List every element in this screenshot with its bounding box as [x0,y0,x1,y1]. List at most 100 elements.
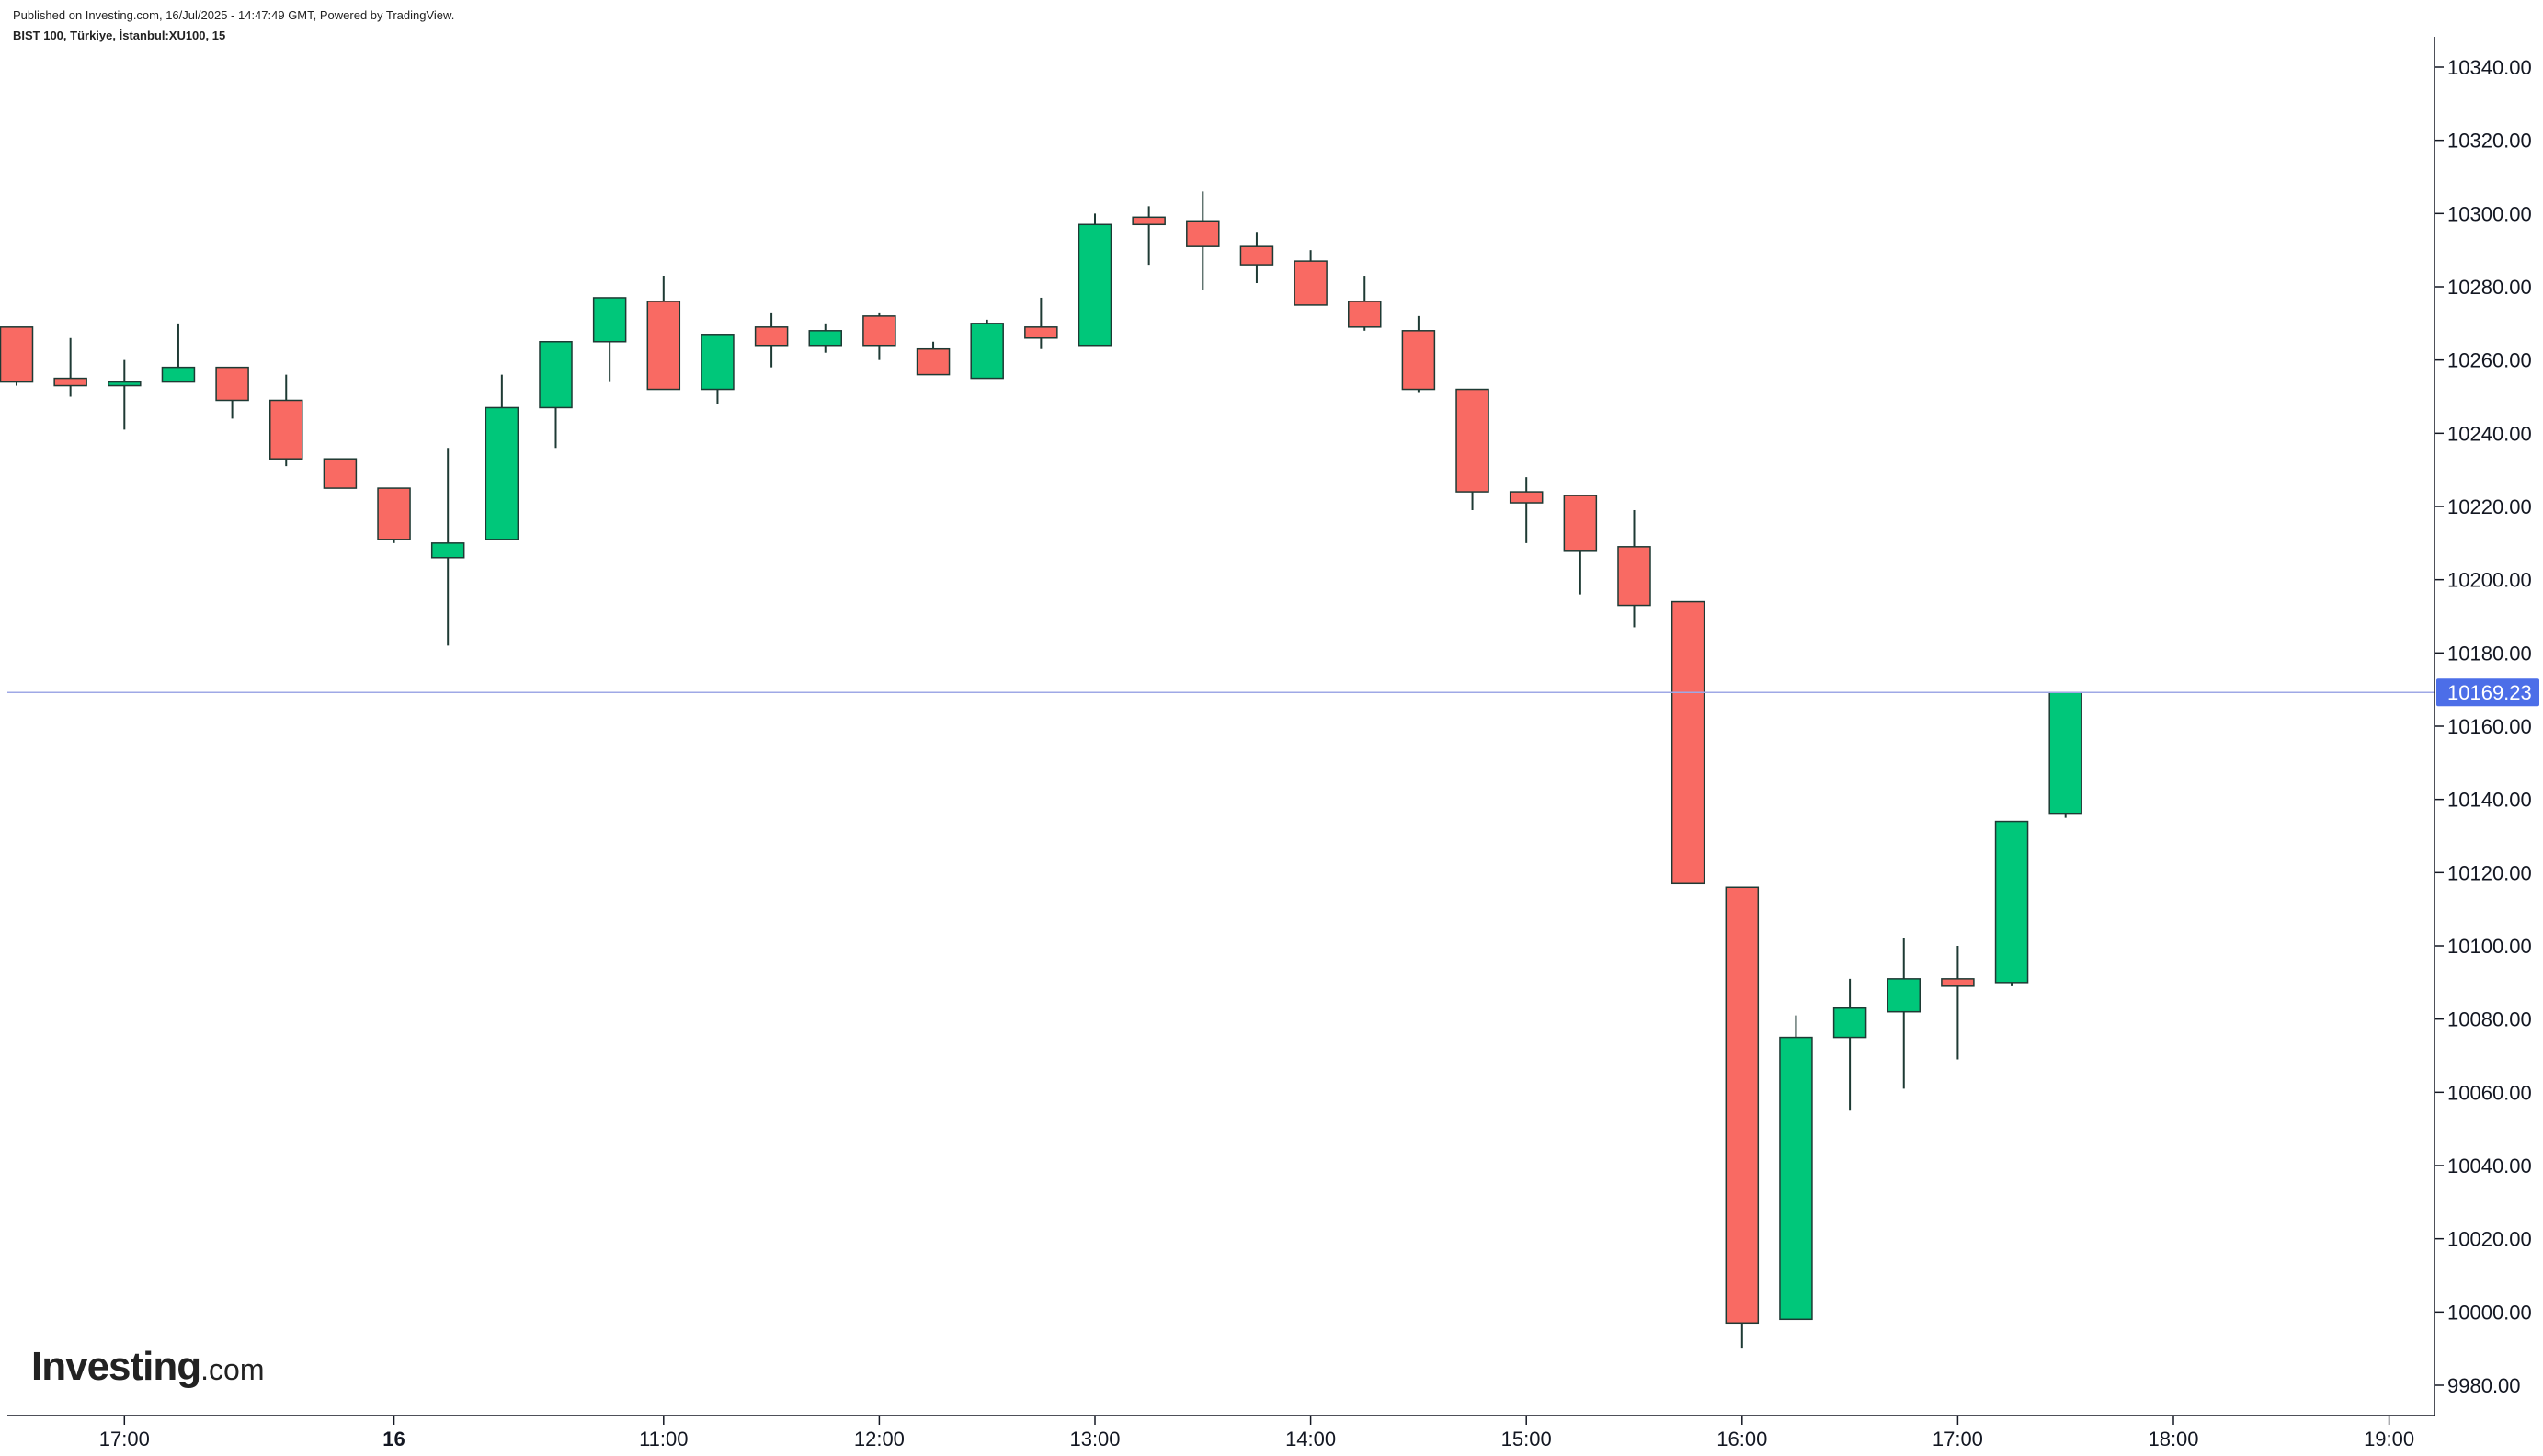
candle-body-down [1186,220,1220,247]
x-tick-label: 17:00 [1933,1428,1983,1450]
candle-body-up [592,297,627,343]
y-tick-label: 10280.00 [2447,276,2532,299]
candle [1455,388,1489,510]
candle-body-up [970,323,1004,380]
candle-body-down [1455,388,1489,493]
candle [0,326,34,386]
symbol-title: BIST 100, Türkiye, İstanbul:XU100, 15 [13,28,226,42]
x-tick-label: 11:00 [639,1428,688,1450]
candle [1348,276,1382,331]
candle-body-up [808,330,842,347]
y-tick-label: 10320.00 [2447,130,2532,153]
x-tick-label: 18:00 [2148,1428,2198,1450]
candle-body-down [1509,491,1544,504]
candle-body-down [916,347,951,376]
candle-body-up [485,406,519,540]
x-tick-label: 14:00 [1285,1428,1336,1450]
candle [916,341,951,376]
candle-body-down [1132,216,1166,226]
candle [1887,938,1921,1089]
candle [1994,820,2029,986]
candle-body-down [1617,546,1651,607]
candle [1563,495,1598,595]
candle [1617,509,1651,628]
candle-body-down [377,487,411,540]
candle [377,487,411,543]
candle-body-down [1401,330,1436,391]
y-tick-label: 10180.00 [2447,642,2532,665]
y-tick-label: 10080.00 [2447,1008,2532,1031]
y-tick-label: 10240.00 [2447,422,2532,445]
candle-body-up [430,542,465,559]
candle [1401,315,1436,393]
candle-body-up [1078,223,1112,347]
candle-body-down [1348,301,1382,328]
candle [592,297,627,382]
candle-body-down [1294,260,1328,306]
candle-body-down [1239,245,1274,266]
y-tick-label: 10000.00 [2447,1301,2532,1324]
candle-body-up [1832,1007,1867,1039]
x-tick-label: 12:00 [854,1428,905,1450]
candle-body-up [161,366,196,383]
y-tick-label: 10120.00 [2447,861,2532,884]
candle-body-up [701,334,735,391]
candle [539,341,573,449]
candle-body-up [108,381,142,387]
candle-body-down [1671,600,1705,885]
candle-body-down [646,301,681,391]
x-tick-label: 15:00 [1501,1428,1552,1450]
x-tick-label: 17:00 [99,1428,150,1450]
candle-body-up [1994,820,2029,984]
candle-body-down [53,377,87,387]
candle-body-down [1024,326,1058,339]
last-price-label: 10169.23 [2447,681,2532,704]
candle [1186,191,1220,290]
candle-body-down [323,458,358,489]
candle [1725,886,1760,1349]
candle [485,374,519,540]
candle-body-down [862,315,896,347]
y-tick-label: 10040.00 [2447,1155,2532,1177]
candle [1078,213,1112,347]
candle-body-down [0,326,34,383]
candle [1779,1015,1813,1321]
candle [1132,206,1166,266]
candle [1832,978,1867,1111]
y-tick-label: 10100.00 [2447,935,2532,958]
candle [53,337,87,397]
y-tick-label: 10340.00 [2447,56,2532,79]
brand-suffix: .com [200,1353,265,1386]
candle [646,276,681,391]
candle [754,312,789,368]
candle [108,359,142,430]
candles-layer [0,191,2082,1349]
candle [323,458,358,489]
candle [808,323,842,353]
candle [215,366,249,419]
y-tick-label: 10300.00 [2447,202,2532,225]
candle-body-down [1563,495,1598,552]
published-info: Published on Investing.com, 16/Jul/2025 … [13,8,455,22]
candle [1671,600,1705,885]
candle-body-down [269,399,303,460]
investing-logo: Investing.com [31,1344,265,1390]
y-tick-label: 10140.00 [2447,789,2532,812]
candle-body-down [1941,978,1975,987]
candle-body-down [1725,886,1760,1325]
candle [1024,297,1058,349]
candle [1239,232,1274,284]
candle [970,319,1004,380]
y-tick-label: 10160.00 [2447,715,2532,738]
candle [701,334,735,404]
candle-body-up [539,341,573,409]
y-tick-label: 9980.00 [2447,1374,2521,1397]
y-tick-label: 10060.00 [2447,1081,2532,1104]
y-tick-label: 10220.00 [2447,495,2532,518]
candle [1941,946,1975,1060]
x-tick-label: 16 [382,1428,405,1450]
candle [269,374,303,467]
brand-name: Investing [31,1344,201,1389]
axis-layer: 9980.00 10000.00 10020.00 10040.00 10060.00 1… [7,37,2539,1450]
